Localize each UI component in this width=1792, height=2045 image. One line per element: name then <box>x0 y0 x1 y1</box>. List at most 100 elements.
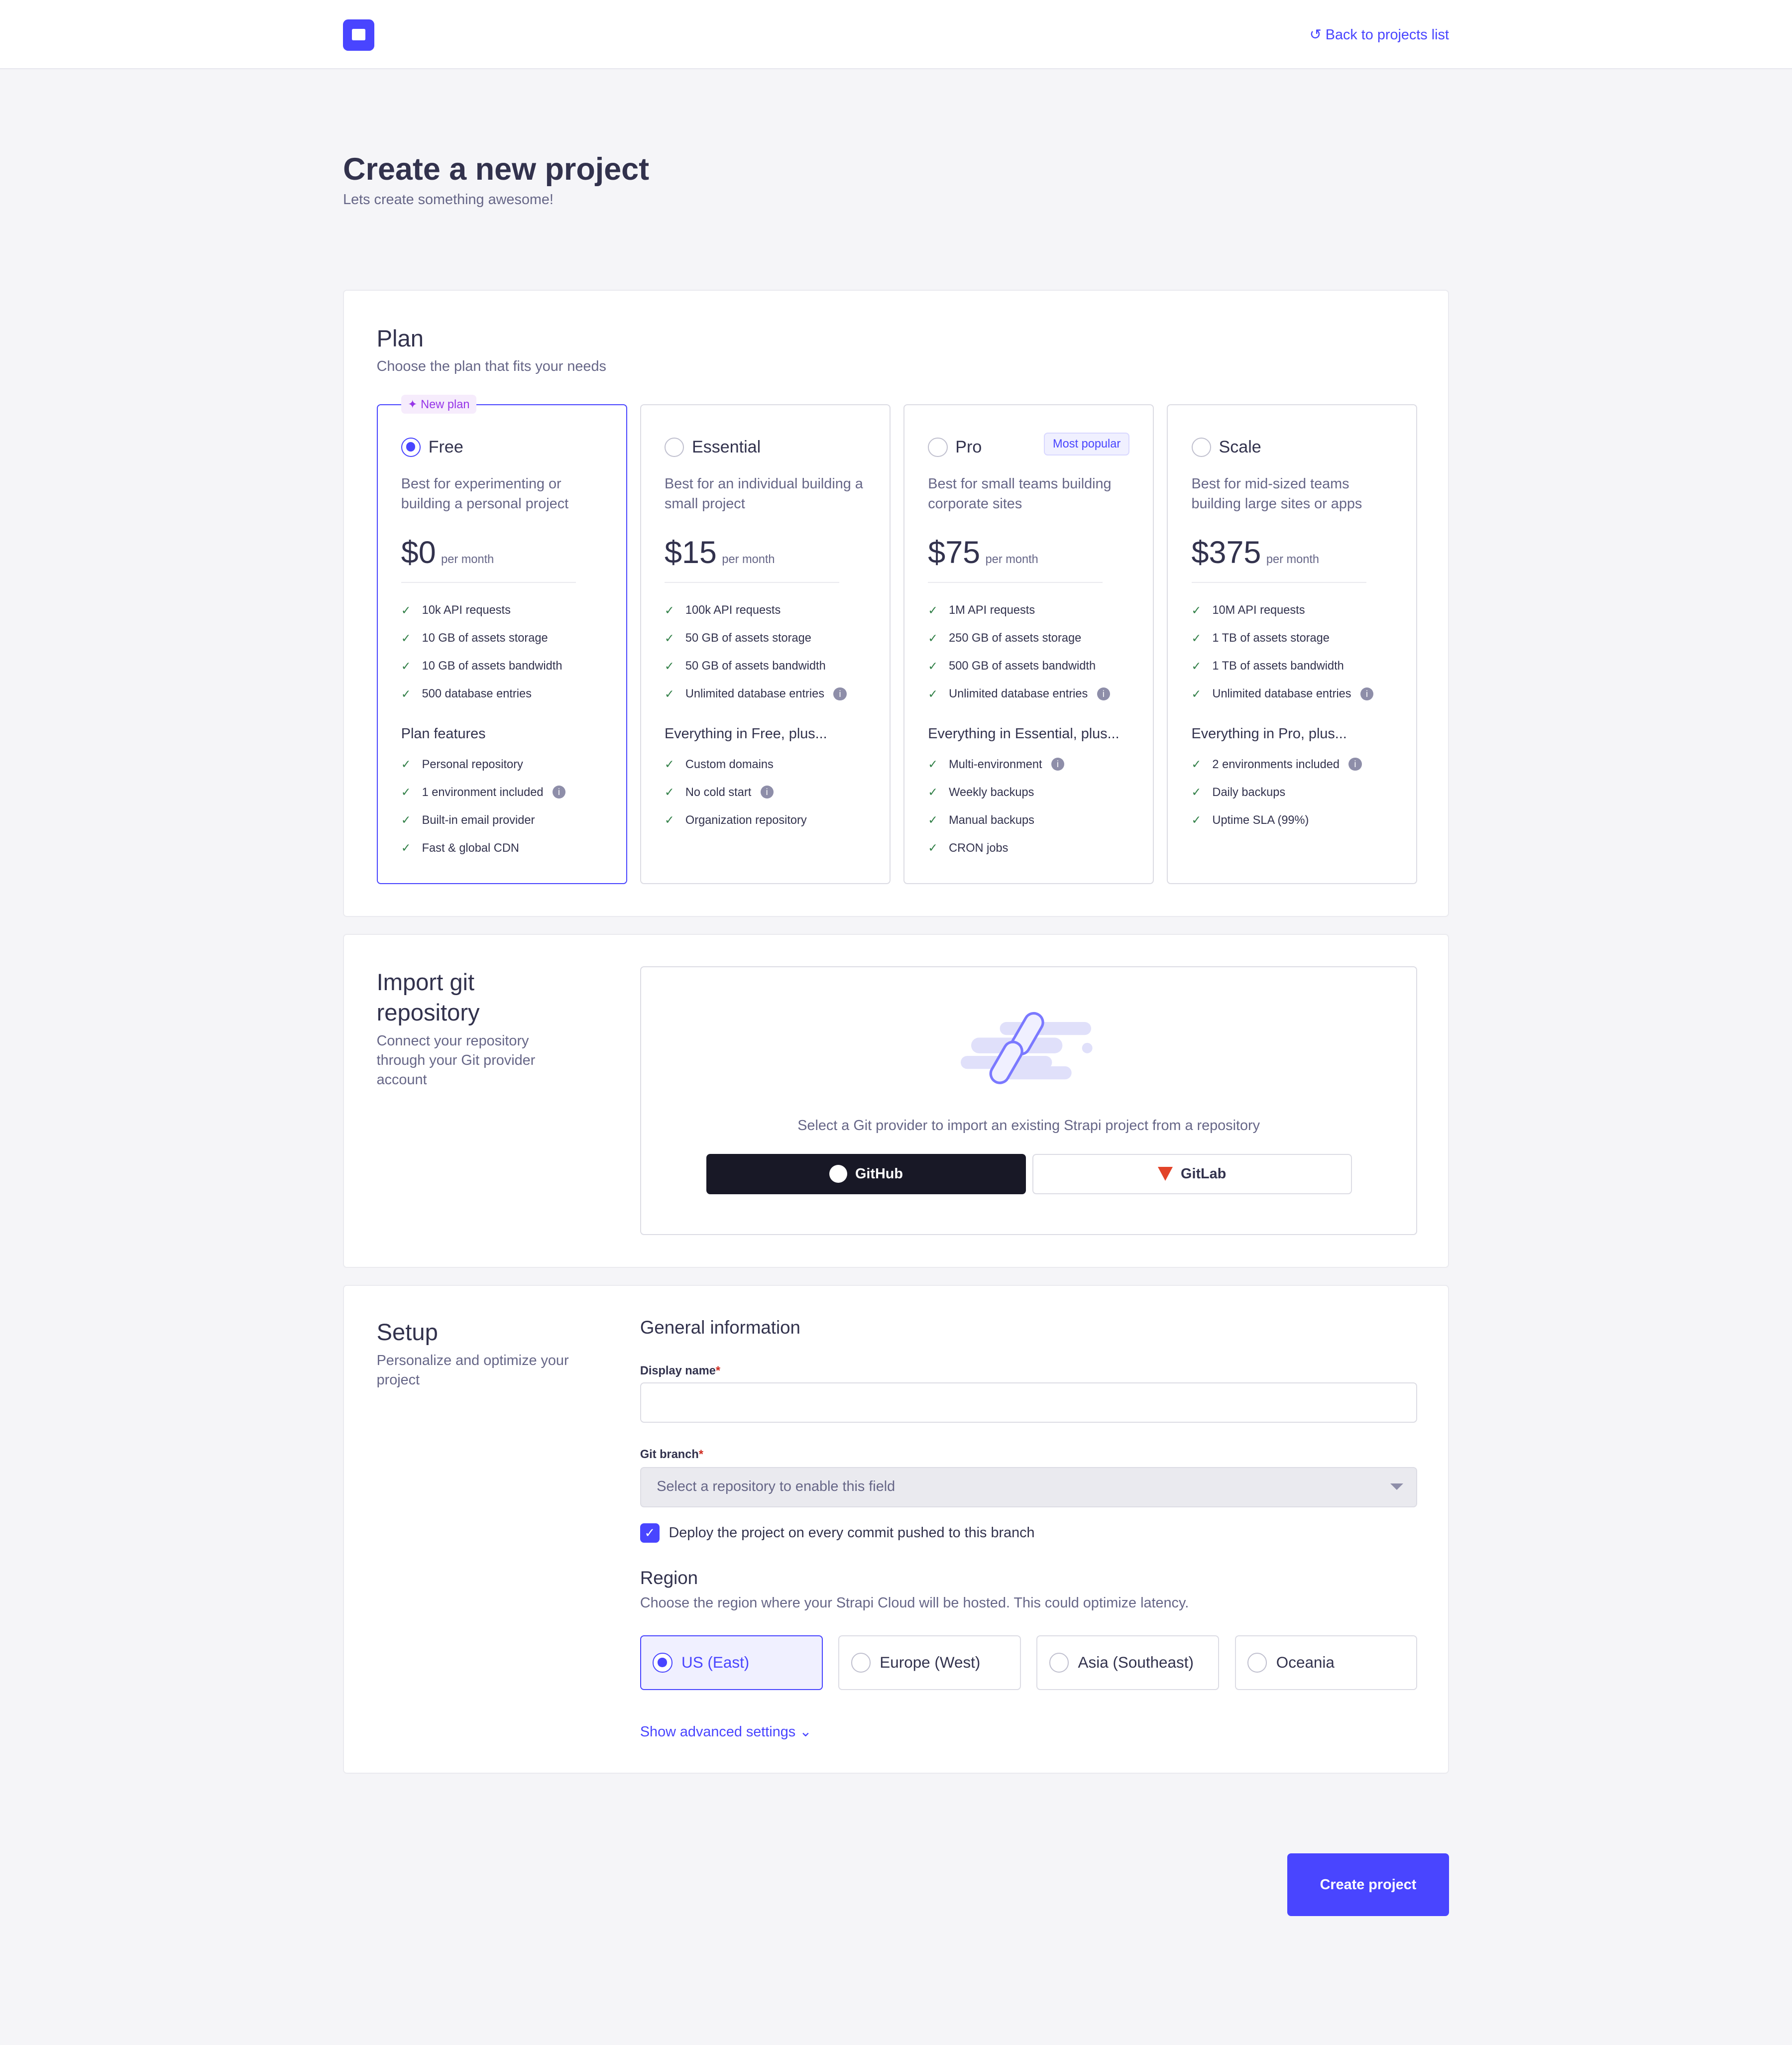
plan-card-essential[interactable]: Essential Best for an individual building… <box>640 404 891 884</box>
gitlab-button[interactable]: GitLab <box>1032 1153 1352 1194</box>
info-icon[interactable]: i <box>1051 758 1065 771</box>
feature-item: ✓ 50 GB of assets storage <box>664 631 811 645</box>
back-label: Back to projects list <box>1325 27 1449 43</box>
git-branch-label: Git branch* <box>640 1447 703 1461</box>
check-icon: ✓ <box>928 841 938 855</box>
region-option[interactable]: Asia (Southeast) <box>1036 1635 1220 1690</box>
link-illustration-icon <box>960 1012 1093 1084</box>
feature-item: ✓ 10k API requests <box>401 603 511 617</box>
check-icon: ✓ <box>928 603 938 617</box>
plan-radio[interactable] <box>928 437 948 457</box>
feature-item: ✓ 1 TB of assets bandwidth <box>1191 659 1344 673</box>
git-branch-placeholder: Select a repository to enable this field <box>657 1478 896 1494</box>
feature-item: ✓ 100k API requests <box>664 603 781 617</box>
check-icon: ✓ <box>1191 631 1202 645</box>
feature-item: ✓ Unlimited database entries i <box>1192 680 1393 708</box>
plan-name: Scale <box>1219 437 1261 456</box>
feature-item: ✓ Organization repository <box>664 813 807 827</box>
feature-item: ✓ Daily backups <box>1191 785 1286 799</box>
git-prompt: Select a Git provider to import an exist… <box>797 1117 1260 1134</box>
deploy-checkbox[interactable]: ✓ <box>640 1523 660 1543</box>
region-radio[interactable] <box>1049 1653 1069 1673</box>
check-icon: ✓ <box>1191 786 1202 799</box>
region-label: Asia (Southeast) <box>1078 1653 1194 1671</box>
setup-subtitle: Personalize and optimize your project <box>376 1352 569 1388</box>
plan-price: $75 <box>928 535 981 570</box>
plan-price: $15 <box>664 535 717 570</box>
region-option[interactable]: Oceania <box>1234 1635 1418 1690</box>
info-icon[interactable]: i <box>1348 758 1362 771</box>
check-icon: ✓ <box>1191 687 1202 700</box>
plan-price: $0 <box>401 535 436 570</box>
check-icon: ✓ <box>664 813 674 827</box>
feature-item: ✓ Personal repository <box>401 757 523 771</box>
features-title: Plan features <box>401 726 486 742</box>
chevron-down-icon: ⌄ <box>799 1723 812 1740</box>
info-icon[interactable]: i <box>833 687 847 700</box>
strapi-logo[interactable] <box>343 19 374 51</box>
feature-item: ✓ 250 GB of assets storage <box>928 631 1082 645</box>
info-icon[interactable]: i <box>1360 687 1374 700</box>
feature-item: ✓ 10 GB of assets bandwidth <box>401 659 562 673</box>
check-icon: ✓ <box>928 687 938 700</box>
git-branch-select[interactable]: Select a repository to enable this field <box>640 1467 1418 1508</box>
check-icon: ✓ <box>401 631 411 645</box>
setup-title: Setup <box>376 1319 438 1346</box>
region-label: US (East) <box>681 1653 750 1671</box>
back-to-projects-link[interactable]: ↺ Back to projects list <box>1310 26 1449 43</box>
feature-item: ✓ Custom domains <box>664 757 774 771</box>
plan-card-pro[interactable]: Most popular Pro Best for small teams buil… <box>903 404 1154 884</box>
check-icon: ✓ <box>1191 758 1202 771</box>
github-button[interactable]: GitHub <box>706 1153 1026 1194</box>
region-radio[interactable] <box>653 1653 672 1673</box>
plan-radio[interactable] <box>401 437 421 457</box>
feature-item: ✓ CRON jobs <box>928 841 1008 855</box>
per-month: per month <box>1266 552 1320 566</box>
deploy-checkbox-row[interactable]: ✓ Deploy the project on every commit pus… <box>640 1523 1035 1543</box>
region-option[interactable]: Europe (West) <box>838 1635 1021 1690</box>
divider <box>401 582 576 583</box>
github-label: GitHub <box>855 1165 903 1182</box>
plan-name: Essential <box>692 437 761 456</box>
create-project-button[interactable]: Create project <box>1287 1853 1449 1916</box>
plan-name: Pro <box>955 437 982 456</box>
check-icon: ✓ <box>664 687 674 700</box>
advanced-settings-link[interactable]: Show advanced settings ⌄ <box>640 1723 812 1740</box>
region-radio[interactable] <box>1247 1653 1267 1673</box>
new-plan-badge: ✦ New plan <box>401 394 476 414</box>
plan-radio[interactable] <box>1191 437 1211 457</box>
setup-section: Setup Personalize and optimize your proj… <box>343 1284 1449 1774</box>
divider <box>928 582 1103 583</box>
check-icon: ✓ <box>928 786 938 799</box>
feature-item: ✓ 10 GB of assets storage <box>401 631 548 645</box>
feature-item: ✓ 1M API requests <box>928 603 1035 617</box>
plan-subtitle: Choose the plan that fits your needs <box>376 358 606 375</box>
check-icon: ✓ <box>401 841 411 855</box>
most-popular-badge: Most popular <box>1044 432 1129 456</box>
check-icon: ✓ <box>928 631 938 645</box>
plan-card-free[interactable]: ✦ New plan Free Best for experimenting or … <box>376 394 627 884</box>
plan-name: Free <box>428 437 463 456</box>
region-option[interactable]: US (East) <box>640 1635 823 1690</box>
git-subtitle: Connect your repository through your Git… <box>376 1032 536 1088</box>
page-title: Create a new project <box>343 151 650 187</box>
back-arrow-icon: ↺ <box>1309 27 1326 43</box>
per-month: per month <box>985 552 1038 566</box>
info-icon[interactable]: i <box>760 786 774 799</box>
feature-item: ✓ Built-in email provider <box>401 813 535 827</box>
info-icon[interactable]: i <box>552 786 565 799</box>
feature-item: ✓ Unlimited database entries i <box>928 680 1129 708</box>
deploy-label: Deploy the project on every commit pushe… <box>669 1524 1035 1541</box>
github-icon <box>829 1164 848 1183</box>
plan-card-scale[interactable]: Scale Best for mid-sized teams building l… <box>1167 404 1418 884</box>
plan-radio[interactable] <box>664 437 684 457</box>
check-icon: ✓ <box>664 603 674 617</box>
display-name-input[interactable] <box>640 1382 1418 1423</box>
info-icon[interactable]: i <box>1097 687 1110 700</box>
check-icon: ✓ <box>401 659 411 673</box>
feature-item: ✓ 10M API requests <box>1191 603 1305 617</box>
git-section: Import git repository Connect your repos… <box>343 933 1449 1268</box>
region-desc: Choose the region where your Strapi Clou… <box>640 1595 1189 1611</box>
region-radio[interactable] <box>851 1653 871 1673</box>
plan-desc: Best for small teams building corporate … <box>928 476 1112 512</box>
